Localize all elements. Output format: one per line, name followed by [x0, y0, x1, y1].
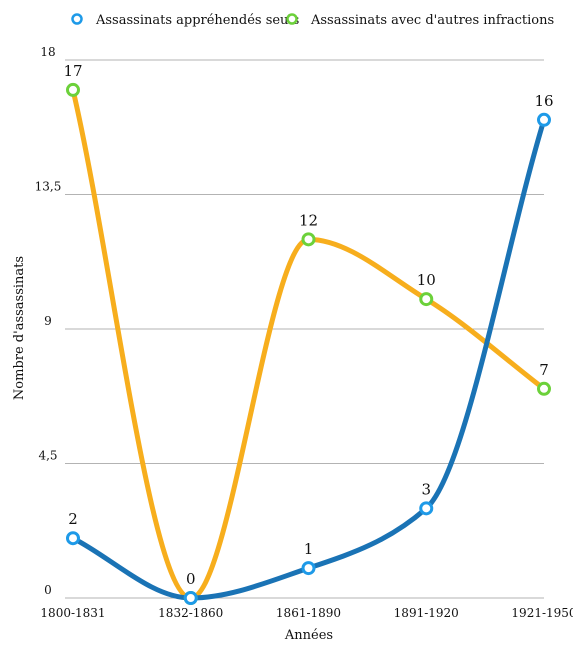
series-2-point [66, 82, 80, 97]
y-axis-ticks: 0 4,5 9 13,5 18 [35, 45, 62, 597]
legend-item-series-1: Assassinats appréhendés seuls [71, 13, 299, 28]
series-layer [66, 82, 551, 605]
y-tick-label: 4,5 [38, 449, 57, 463]
y-tick-label: 13,5 [35, 180, 62, 194]
data-labels: 2 0 1 3 16 17 12 10 7 [63, 62, 553, 588]
series-1-data-label: 16 [534, 92, 553, 110]
x-axis-ticks: 1800-1831 1832-1860 1861-1890 1891-1920 1921… [40, 606, 573, 620]
series-1-point [183, 591, 198, 605]
series-1-point [301, 561, 316, 576]
series-1-data-label: 2 [68, 510, 78, 528]
series-1-point [66, 531, 80, 546]
legend-marker-series-2 [286, 13, 298, 25]
legend-label-series-1: Assassinats appréhendés seuls [95, 13, 299, 28]
series-2-data-label: 7 [539, 361, 549, 379]
series-1-line [70, 117, 547, 601]
x-axis-title: Années [284, 628, 333, 643]
series-2-point [301, 232, 316, 247]
series-1-data-label: 0 [186, 570, 196, 588]
x-tick-label: 1832-1860 [158, 606, 223, 620]
series-2-point [419, 292, 434, 307]
x-tick-label: 1861-1890 [276, 606, 341, 620]
x-tick-label: 1921-1950 [511, 606, 573, 620]
series-1-point [537, 112, 551, 127]
series-1-data-label: 1 [304, 540, 314, 558]
legend-marker-series-1 [71, 13, 83, 25]
legend-item-series-2: Assassinats avec d'autres infractions [286, 13, 554, 28]
series-1-point [419, 501, 434, 516]
x-tick-label: 1891-1920 [394, 606, 459, 620]
y-axis-title: Nombre d'assassinats [12, 256, 27, 400]
y-tick-label: 18 [40, 45, 55, 59]
series-1-data-label: 3 [421, 480, 431, 498]
y-tick-label: 0 [44, 583, 52, 597]
series-2-data-label: 17 [63, 62, 82, 80]
x-tick-label: 1800-1831 [40, 606, 105, 620]
y-tick-label: 9 [44, 314, 52, 328]
series-2-line [70, 87, 547, 601]
series-2-data-label: 10 [417, 271, 436, 289]
series-2-data-label: 12 [299, 211, 318, 229]
legend: Assassinats appréhendés seuls Assassinat… [71, 13, 554, 28]
series-2-point [537, 381, 551, 396]
legend-label-series-2: Assassinats avec d'autres infractions [310, 13, 554, 28]
